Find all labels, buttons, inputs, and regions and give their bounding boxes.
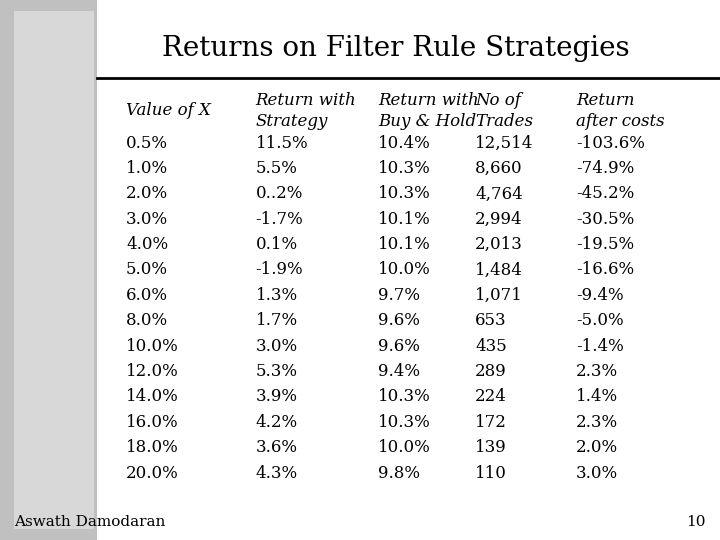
Text: -1.9%: -1.9% xyxy=(256,261,303,279)
Text: 10.4%: 10.4% xyxy=(378,134,431,152)
Text: 2.3%: 2.3% xyxy=(576,363,618,380)
Text: -74.9%: -74.9% xyxy=(576,160,634,177)
Text: 9.8%: 9.8% xyxy=(378,464,420,482)
Text: 10.0%: 10.0% xyxy=(378,261,431,279)
Text: 10: 10 xyxy=(686,515,706,529)
Text: 9.7%: 9.7% xyxy=(378,287,420,304)
Text: Return with
Strategy: Return with Strategy xyxy=(256,92,356,130)
Text: 2.0%: 2.0% xyxy=(126,185,168,202)
Text: 1.3%: 1.3% xyxy=(256,287,298,304)
Text: 224: 224 xyxy=(475,388,507,406)
Text: Aswath Damodaran: Aswath Damodaran xyxy=(14,515,166,529)
Text: 1.4%: 1.4% xyxy=(576,388,618,406)
Text: 10.3%: 10.3% xyxy=(378,388,431,406)
Text: 12,514: 12,514 xyxy=(475,134,534,152)
Text: Returns on Filter Rule Strategies: Returns on Filter Rule Strategies xyxy=(162,35,630,62)
Text: -30.5%: -30.5% xyxy=(576,211,634,228)
Text: 0..2%: 0..2% xyxy=(256,185,303,202)
Text: 2,013: 2,013 xyxy=(475,236,523,253)
Text: 0.1%: 0.1% xyxy=(256,236,298,253)
Text: 172: 172 xyxy=(475,414,507,431)
Text: 10.0%: 10.0% xyxy=(126,338,179,355)
Text: -1.7%: -1.7% xyxy=(256,211,303,228)
Text: 10.1%: 10.1% xyxy=(378,211,431,228)
Text: 9.6%: 9.6% xyxy=(378,338,420,355)
Text: -45.2%: -45.2% xyxy=(576,185,634,202)
Text: -19.5%: -19.5% xyxy=(576,236,634,253)
Text: Return
after costs: Return after costs xyxy=(576,92,665,130)
Text: 10.3%: 10.3% xyxy=(378,414,431,431)
Text: 5.3%: 5.3% xyxy=(256,363,297,380)
Text: -5.0%: -5.0% xyxy=(576,312,624,329)
Text: 10.1%: 10.1% xyxy=(378,236,431,253)
Text: 1,484: 1,484 xyxy=(475,261,523,279)
Text: 20.0%: 20.0% xyxy=(126,464,179,482)
Text: -16.6%: -16.6% xyxy=(576,261,634,279)
Text: 5.5%: 5.5% xyxy=(256,160,297,177)
Text: 139: 139 xyxy=(475,439,507,456)
Text: 12.0%: 12.0% xyxy=(126,363,179,380)
Text: 3.9%: 3.9% xyxy=(256,388,297,406)
Text: -9.4%: -9.4% xyxy=(576,287,624,304)
Text: 14.0%: 14.0% xyxy=(126,388,179,406)
Text: 1.7%: 1.7% xyxy=(256,312,298,329)
Text: 11.5%: 11.5% xyxy=(256,134,308,152)
Text: -103.6%: -103.6% xyxy=(576,134,645,152)
Text: 3.0%: 3.0% xyxy=(256,338,298,355)
Text: 16.0%: 16.0% xyxy=(126,414,179,431)
Text: 110: 110 xyxy=(475,464,507,482)
Text: 10.0%: 10.0% xyxy=(378,439,431,456)
Text: 9.6%: 9.6% xyxy=(378,312,420,329)
Text: 10.3%: 10.3% xyxy=(378,160,431,177)
Text: 3.0%: 3.0% xyxy=(576,464,618,482)
Text: 9.4%: 9.4% xyxy=(378,363,420,380)
Text: 1.0%: 1.0% xyxy=(126,160,168,177)
Text: 4.2%: 4.2% xyxy=(256,414,298,431)
Text: -1.4%: -1.4% xyxy=(576,338,624,355)
Text: No of
Trades: No of Trades xyxy=(475,92,534,130)
Text: 4.0%: 4.0% xyxy=(126,236,168,253)
Text: 8,660: 8,660 xyxy=(475,160,523,177)
Text: 6.0%: 6.0% xyxy=(126,287,168,304)
Text: 2,994: 2,994 xyxy=(475,211,523,228)
Text: 3.0%: 3.0% xyxy=(126,211,168,228)
Text: 2.0%: 2.0% xyxy=(576,439,618,456)
Text: 289: 289 xyxy=(475,363,507,380)
Text: 4.3%: 4.3% xyxy=(256,464,298,482)
Text: 1,071: 1,071 xyxy=(475,287,523,304)
Text: 0.5%: 0.5% xyxy=(126,134,168,152)
Text: 10.3%: 10.3% xyxy=(378,185,431,202)
Text: Value of X: Value of X xyxy=(126,102,211,119)
Text: 653: 653 xyxy=(475,312,507,329)
Text: 5.0%: 5.0% xyxy=(126,261,168,279)
Text: 2.3%: 2.3% xyxy=(576,414,618,431)
Text: 3.6%: 3.6% xyxy=(256,439,297,456)
Text: 18.0%: 18.0% xyxy=(126,439,179,456)
Text: 435: 435 xyxy=(475,338,507,355)
Text: 4,764: 4,764 xyxy=(475,185,523,202)
Text: Return with
Buy & Hold: Return with Buy & Hold xyxy=(378,92,479,130)
Text: 8.0%: 8.0% xyxy=(126,312,168,329)
